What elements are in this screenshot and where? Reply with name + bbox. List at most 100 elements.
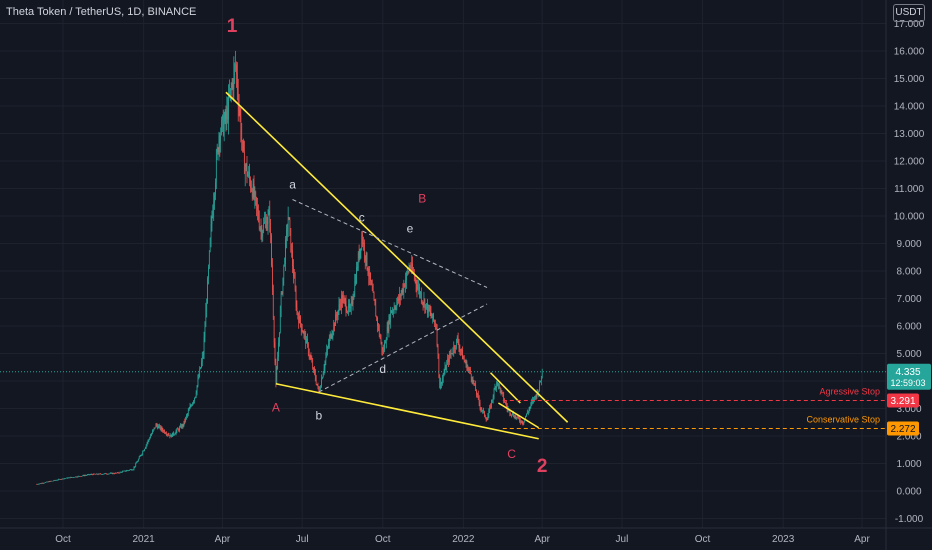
candle-body [95, 473, 97, 475]
candle [37, 483, 38, 485]
candle-body [262, 231, 264, 237]
candle [209, 237, 211, 253]
candle-body [301, 330, 303, 332]
candle [482, 409, 484, 414]
candle [403, 279, 405, 299]
candle-body [476, 390, 477, 395]
candle [389, 313, 391, 325]
candle [146, 441, 148, 447]
candle [431, 313, 433, 319]
candle [358, 244, 360, 263]
candle-body [458, 343, 460, 349]
candle [443, 368, 445, 377]
candle-body [412, 263, 413, 272]
candle-body [288, 217, 290, 220]
candle-body [241, 136, 243, 141]
candle-body [406, 271, 408, 273]
candle [159, 424, 161, 431]
candle-body [130, 469, 131, 471]
wave-label: C [507, 447, 516, 461]
candle-body [491, 399, 493, 401]
candle-body [435, 326, 437, 328]
candle [392, 308, 394, 318]
last-price-badge [887, 363, 931, 390]
candle [73, 477, 75, 479]
candle [323, 364, 325, 376]
candle-body [72, 477, 73, 478]
candle [254, 186, 256, 209]
candle-body [486, 419, 488, 421]
candle [401, 288, 403, 296]
candle-body [49, 481, 51, 482]
candle [64, 477, 66, 480]
candle-body [199, 368, 200, 377]
candle-body [477, 393, 478, 395]
candle [100, 473, 102, 475]
candle [45, 481, 47, 483]
candle [495, 385, 497, 391]
candle [151, 432, 152, 437]
candle-body [502, 392, 504, 395]
candle-body [429, 310, 431, 312]
candle-body [398, 297, 399, 301]
candle [448, 350, 450, 365]
candle [316, 384, 318, 386]
candle [269, 200, 271, 233]
candle [272, 284, 274, 320]
candle-body [436, 327, 438, 346]
candle [456, 335, 458, 343]
candle [262, 229, 264, 242]
candle-body [483, 410, 484, 412]
candle-body [384, 342, 385, 351]
candle [434, 319, 435, 328]
candle-body [83, 475, 85, 476]
candle [113, 472, 115, 474]
candle-body [46, 481, 47, 483]
candle [438, 353, 440, 379]
candle-body [466, 361, 468, 371]
candle-body [303, 332, 305, 334]
currency-badge[interactable]: USDT [893, 4, 925, 22]
candle-body [213, 202, 214, 213]
candle [290, 228, 292, 253]
candle-body [521, 420, 523, 424]
candle [65, 478, 67, 480]
candle [259, 226, 261, 232]
candle [440, 377, 441, 390]
candle-body [524, 418, 526, 422]
candle [255, 190, 257, 206]
candle-body [224, 111, 226, 122]
candle [235, 50, 236, 72]
x-tick-label: 2023 [772, 534, 795, 545]
candle [439, 374, 441, 389]
candle-body [392, 310, 393, 314]
candle [487, 413, 489, 421]
candle-body [467, 368, 469, 371]
candle-body [371, 284, 373, 291]
candle [469, 366, 471, 375]
candle-body [366, 252, 368, 269]
candle-body [177, 428, 179, 430]
candle-body [179, 427, 180, 431]
candle [328, 334, 330, 349]
candle [399, 286, 400, 307]
candle-body [51, 480, 52, 482]
candle-body [488, 410, 490, 416]
candle-body [172, 432, 173, 437]
candle-body [482, 410, 483, 412]
symbol-title[interactable]: Theta Token / TetherUS, 1D, BINANCE [6, 6, 197, 18]
candle [350, 295, 352, 315]
candle-body [485, 417, 487, 420]
dashed-channel-line [292, 199, 488, 288]
candle-body [492, 396, 494, 400]
candle [527, 410, 529, 416]
candle [39, 483, 41, 485]
candle [484, 410, 485, 418]
y-tick-label: -1.000 [895, 514, 924, 525]
candle-body [243, 141, 244, 152]
candle-body [309, 355, 311, 357]
candle [462, 355, 464, 360]
candle [89, 474, 91, 476]
candle-body [80, 476, 81, 478]
